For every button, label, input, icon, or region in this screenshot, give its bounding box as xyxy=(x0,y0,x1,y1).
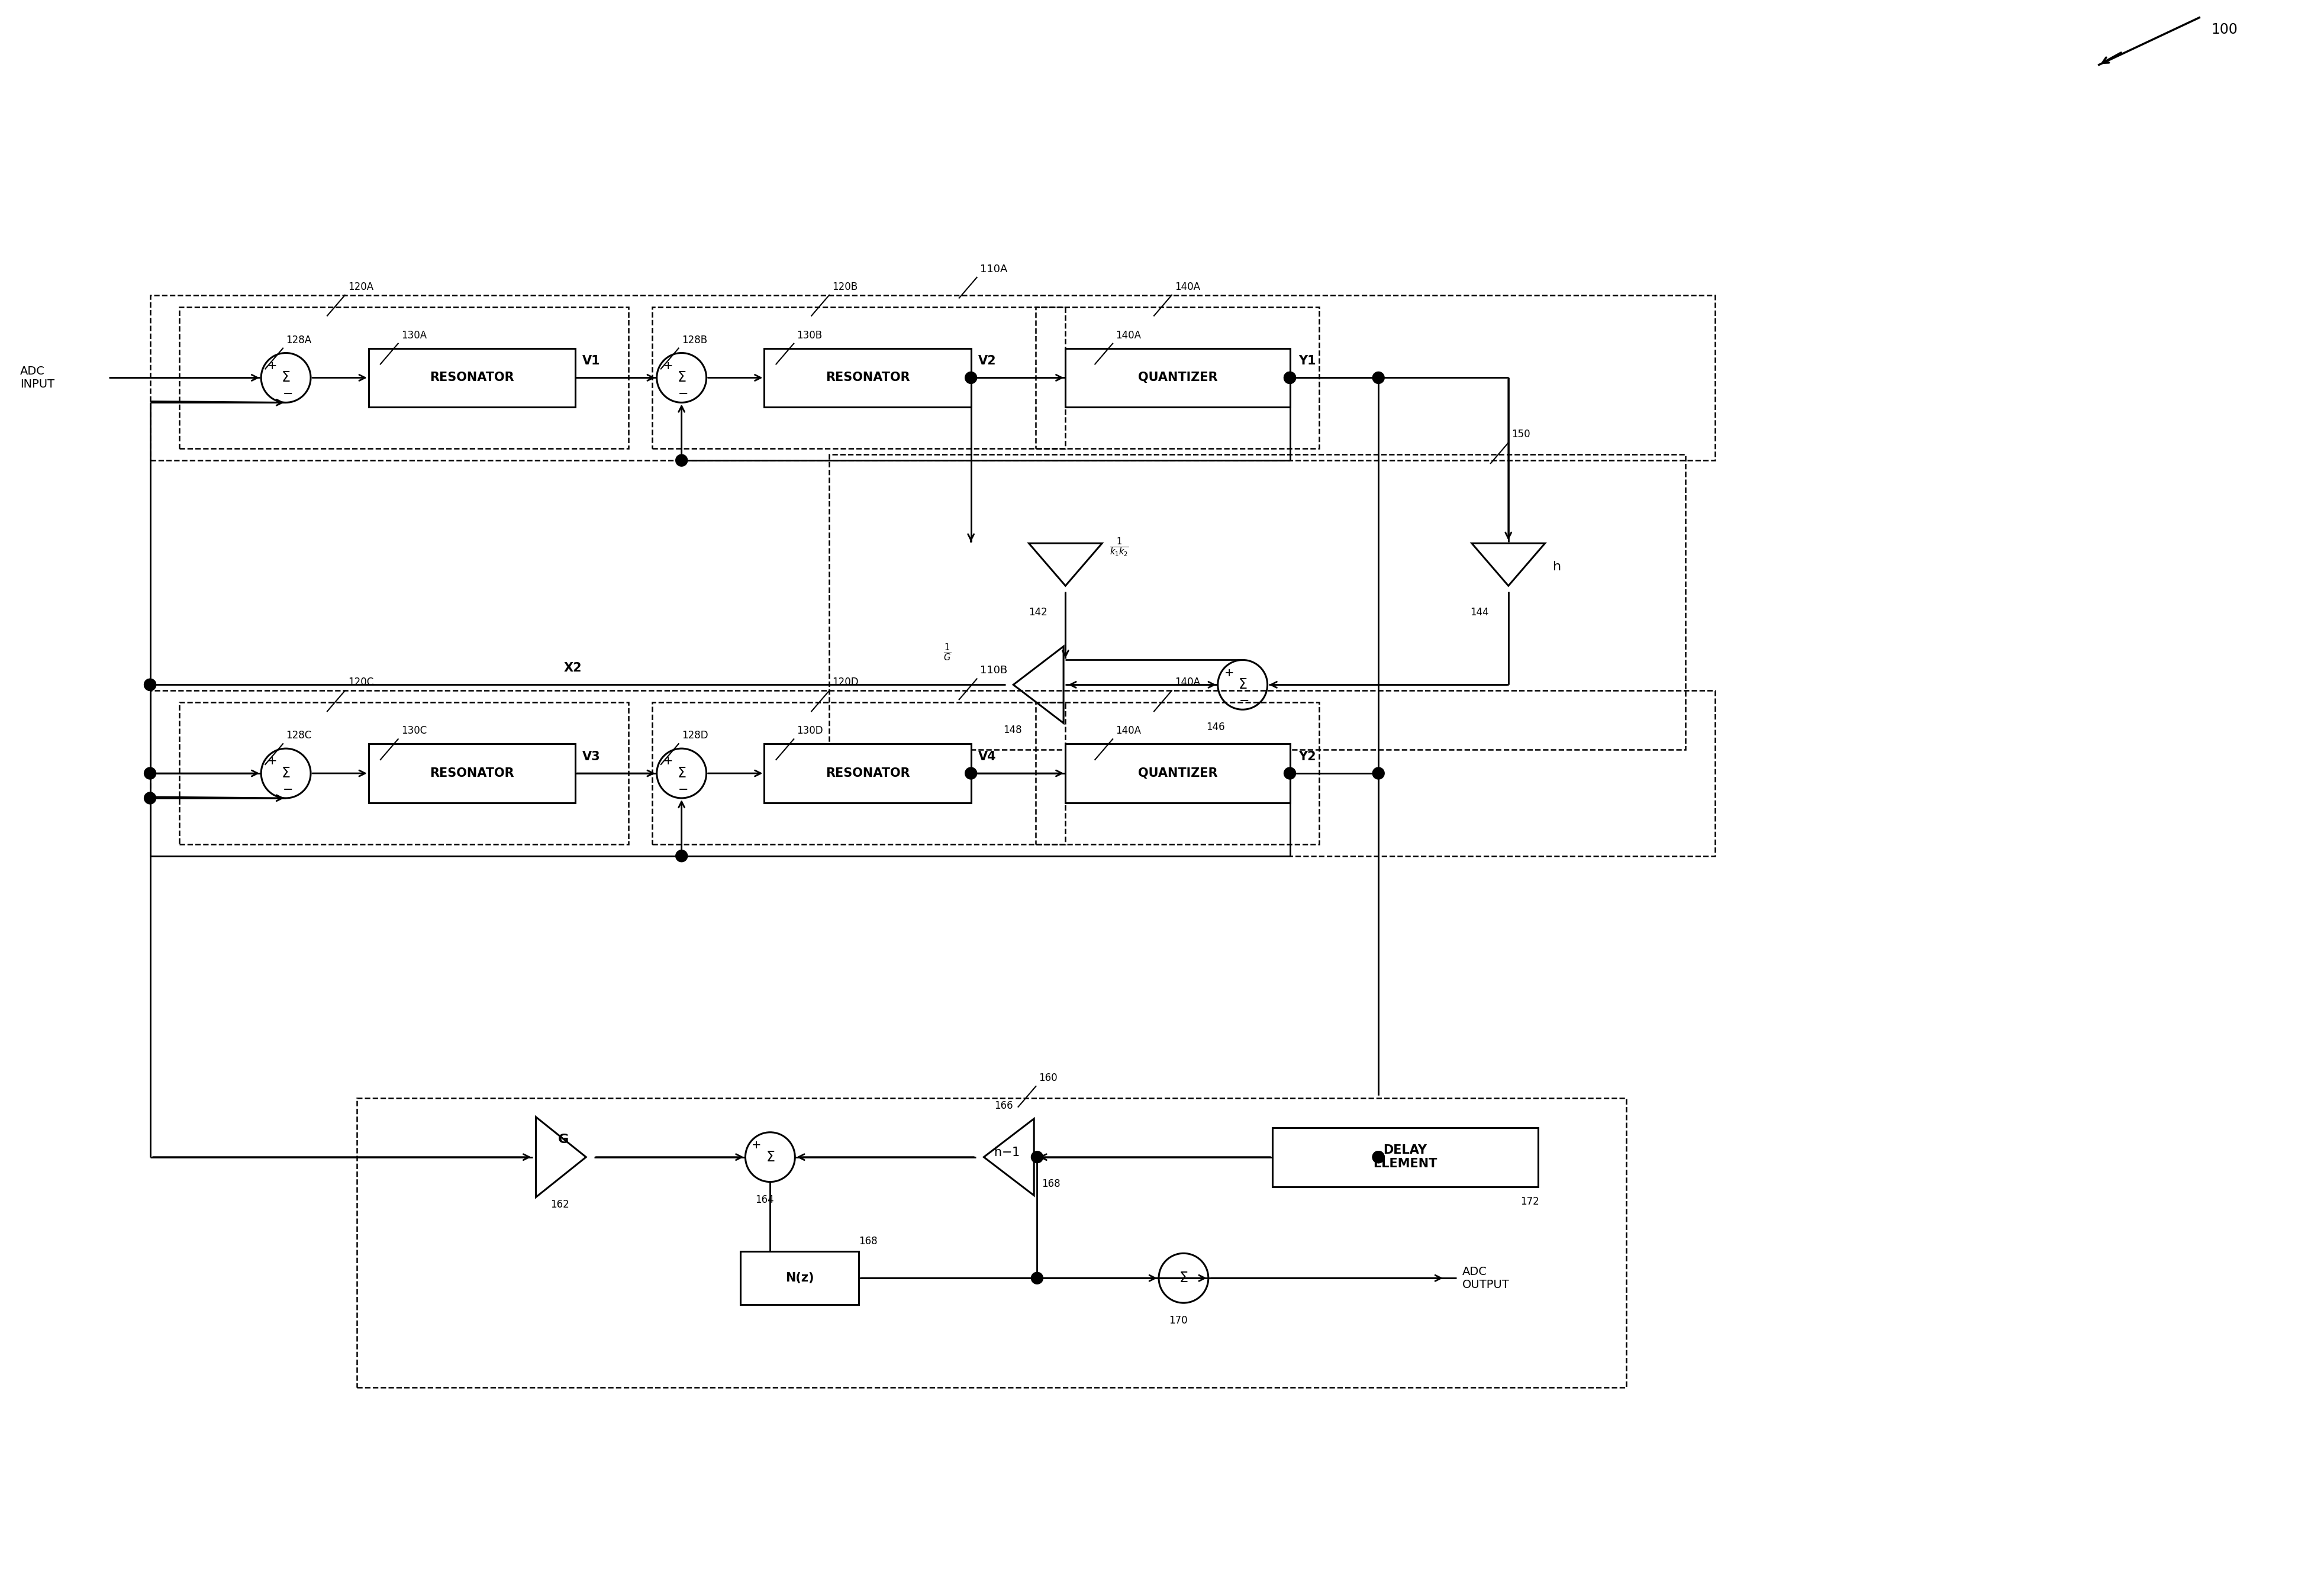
FancyBboxPatch shape xyxy=(370,744,576,803)
Text: G: G xyxy=(558,1133,569,1146)
Text: 130B: 130B xyxy=(797,330,823,341)
Text: RESONATOR: RESONATOR xyxy=(430,373,514,384)
Text: 128C: 128C xyxy=(286,729,311,740)
Circle shape xyxy=(676,454,688,467)
Text: +: + xyxy=(267,360,277,371)
Text: V3: V3 xyxy=(583,751,600,762)
FancyBboxPatch shape xyxy=(765,349,971,407)
Text: Y2: Y2 xyxy=(1299,751,1315,762)
Circle shape xyxy=(144,679,156,690)
Text: 120C: 120C xyxy=(349,678,374,687)
Text: 162: 162 xyxy=(551,1199,569,1209)
Text: 128D: 128D xyxy=(681,729,709,740)
Text: $\Sigma$: $\Sigma$ xyxy=(281,766,290,780)
Text: 170: 170 xyxy=(1169,1316,1188,1325)
Text: 120B: 120B xyxy=(832,281,858,292)
Circle shape xyxy=(1373,373,1385,384)
Text: 128B: 128B xyxy=(681,335,706,346)
Text: 146: 146 xyxy=(1206,722,1225,733)
Circle shape xyxy=(1283,373,1297,384)
FancyBboxPatch shape xyxy=(765,744,971,803)
FancyBboxPatch shape xyxy=(1064,744,1290,803)
FancyBboxPatch shape xyxy=(1271,1127,1538,1187)
Text: $\frac{1}{G}$: $\frac{1}{G}$ xyxy=(944,641,951,662)
Text: 140A: 140A xyxy=(1116,725,1141,736)
Text: ADC
OUTPUT: ADC OUTPUT xyxy=(1462,1265,1511,1291)
Text: Y1: Y1 xyxy=(1299,355,1315,368)
Text: $-$: $-$ xyxy=(679,387,688,399)
Text: $\Sigma$: $\Sigma$ xyxy=(676,371,686,385)
Text: 140A: 140A xyxy=(1174,281,1199,292)
Text: 166: 166 xyxy=(995,1100,1013,1111)
Text: X2: X2 xyxy=(562,662,581,674)
Text: $-$: $-$ xyxy=(1239,695,1248,706)
Circle shape xyxy=(964,373,976,384)
Text: 150: 150 xyxy=(1511,429,1529,440)
Text: RESONATOR: RESONATOR xyxy=(825,767,909,780)
Text: RESONATOR: RESONATOR xyxy=(825,373,909,384)
Text: ADC
INPUT: ADC INPUT xyxy=(21,366,53,390)
Circle shape xyxy=(1283,373,1297,384)
Circle shape xyxy=(1373,1151,1385,1163)
Circle shape xyxy=(144,679,156,690)
Text: $\Sigma$: $\Sigma$ xyxy=(765,1151,774,1165)
Text: $\frac{1}{k_1 k_2}$: $\frac{1}{k_1 k_2}$ xyxy=(1111,536,1129,558)
Text: 130A: 130A xyxy=(402,330,428,341)
Text: DELAY
ELEMENT: DELAY ELEMENT xyxy=(1373,1144,1436,1170)
FancyBboxPatch shape xyxy=(370,349,576,407)
Text: +: + xyxy=(267,756,277,767)
Text: $-$: $-$ xyxy=(679,783,688,794)
Text: +: + xyxy=(662,360,674,371)
Text: $-$: $-$ xyxy=(281,387,293,399)
Text: 130D: 130D xyxy=(797,725,823,736)
Text: V1: V1 xyxy=(583,355,600,368)
Circle shape xyxy=(1283,767,1297,780)
Text: 140A: 140A xyxy=(1174,678,1199,687)
Text: $\Sigma$: $\Sigma$ xyxy=(676,766,686,780)
Text: RESONATOR: RESONATOR xyxy=(430,767,514,780)
Text: QUANTIZER: QUANTIZER xyxy=(1139,767,1218,780)
Text: 142: 142 xyxy=(1030,607,1048,618)
Text: +: + xyxy=(1225,667,1234,679)
Text: V2: V2 xyxy=(978,355,997,368)
Text: 140A: 140A xyxy=(1116,330,1141,341)
Circle shape xyxy=(144,792,156,803)
Text: $\Sigma$: $\Sigma$ xyxy=(281,371,290,385)
Text: +: + xyxy=(662,756,674,767)
Text: V4: V4 xyxy=(978,751,997,762)
Text: QUANTIZER: QUANTIZER xyxy=(1139,373,1218,384)
Text: 144: 144 xyxy=(1471,607,1490,618)
Circle shape xyxy=(1032,1151,1043,1163)
Circle shape xyxy=(1373,767,1385,780)
Text: $\Sigma$: $\Sigma$ xyxy=(1178,1272,1188,1286)
Circle shape xyxy=(676,850,688,861)
Text: 164: 164 xyxy=(755,1195,774,1204)
Text: 160: 160 xyxy=(1039,1072,1057,1083)
Text: $-$: $-$ xyxy=(281,783,293,794)
Text: h: h xyxy=(1552,561,1562,572)
Text: $\Sigma$: $\Sigma$ xyxy=(1239,678,1248,692)
Text: 110B: 110B xyxy=(981,665,1006,676)
Text: 128A: 128A xyxy=(286,335,311,346)
Circle shape xyxy=(144,767,156,780)
Text: 168: 168 xyxy=(860,1236,878,1247)
Circle shape xyxy=(1032,1272,1043,1284)
Text: 168: 168 xyxy=(1041,1179,1060,1188)
Text: 172: 172 xyxy=(1520,1196,1538,1207)
Text: 148: 148 xyxy=(1004,725,1023,736)
FancyBboxPatch shape xyxy=(1064,349,1290,407)
FancyBboxPatch shape xyxy=(741,1251,860,1305)
Text: 120D: 120D xyxy=(832,678,858,687)
Text: 100: 100 xyxy=(2210,22,2238,36)
Text: N(z): N(z) xyxy=(786,1272,813,1284)
Circle shape xyxy=(1373,1151,1385,1163)
Text: 130C: 130C xyxy=(402,725,428,736)
Text: 120A: 120A xyxy=(349,281,374,292)
Circle shape xyxy=(964,767,976,780)
Text: +: + xyxy=(751,1140,762,1151)
Text: 110A: 110A xyxy=(981,264,1006,275)
Text: h$-$1: h$-$1 xyxy=(992,1146,1020,1159)
